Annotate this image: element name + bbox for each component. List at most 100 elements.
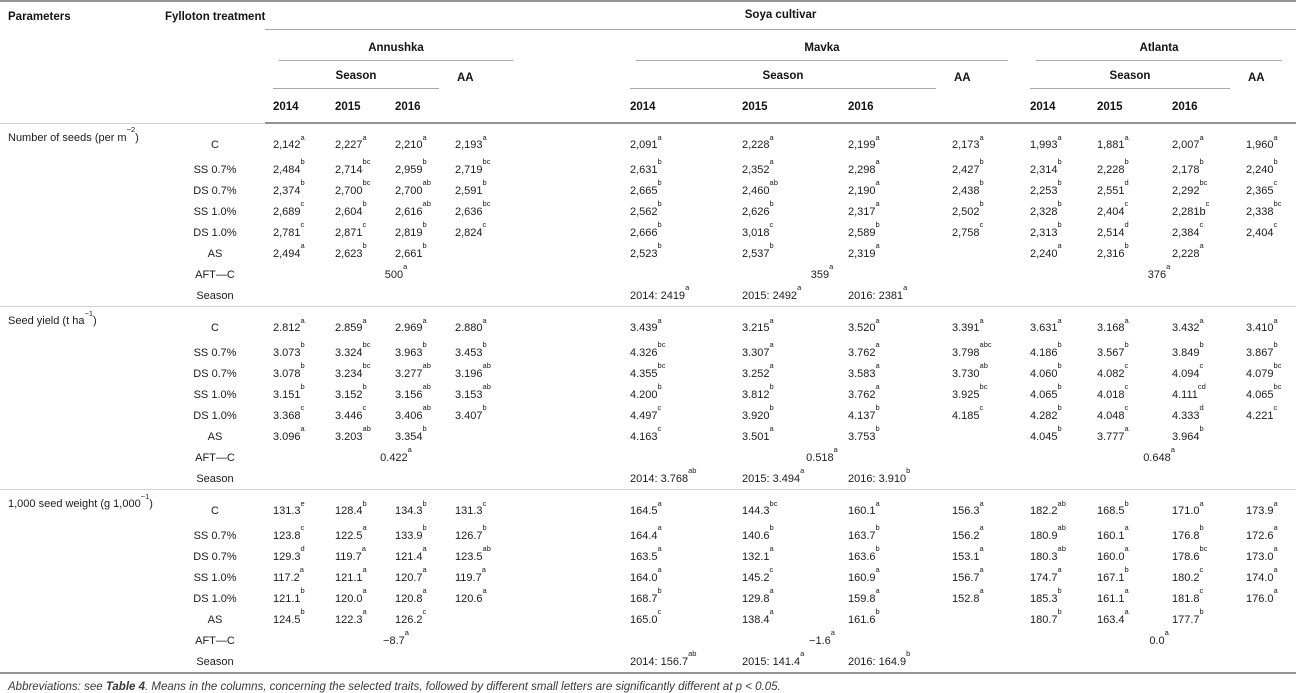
column-spacer [527, 588, 622, 609]
value-cell: 2,253b [1030, 178, 1062, 197]
value-cell: 159.8a [848, 586, 880, 605]
col-header-blank [447, 92, 527, 124]
table-row: AFT—C 500a 359a 376a [0, 263, 1296, 285]
table-row: SS 1.0% 3.151b 3.152b 3.156ab 3.153ab 4.200b 3… [0, 382, 1296, 405]
column-spacer [527, 405, 622, 426]
col-header-soya-cultivar: Soya cultivar [265, 1, 1296, 34]
column-spacer [527, 34, 622, 63]
col-header-blank [944, 92, 1022, 124]
column-spacer [527, 609, 622, 630]
value-cell: 153.1a [952, 544, 984, 563]
value-cell: 4.326bc [630, 340, 666, 359]
value-cell: 181.8c [1172, 586, 1204, 605]
value-cell: 2,292bc [1172, 178, 1208, 197]
value-cell: 122.3a [335, 607, 367, 626]
value-cell: 3.453b [455, 340, 487, 359]
value-cell: 2,616ab [395, 199, 431, 218]
value-cell: 177.7b [1172, 607, 1204, 626]
column-spacer [527, 651, 622, 673]
value-cell: 3.446c [335, 403, 367, 422]
value-cell: 144.3bc [734, 489, 840, 525]
col-header-year-2016: 2016 [387, 92, 447, 124]
value-cell: 2,374b [273, 178, 305, 197]
value-cell: 160.1a [1097, 523, 1129, 542]
value-cell: 4.221c [1246, 403, 1278, 422]
season-value-cell: 2016: 2381a [848, 283, 908, 302]
table-row: AFT—C −8.7a −1.6a 0.0a [0, 628, 1296, 651]
column-spacer [527, 447, 622, 468]
value-cell: 2,384c [1172, 220, 1204, 239]
value-cell: 163.6b [848, 544, 880, 563]
value-cell: 2,365c [1246, 178, 1278, 197]
column-spacer [527, 264, 622, 285]
parameter-label: 1,000 seed weight (g 1,000−1) [0, 489, 165, 673]
value-cell: 2.880a [447, 306, 527, 342]
value-cell: 124.5b [273, 607, 305, 626]
value-cell: 168.5b [1089, 489, 1164, 525]
empty-cell [447, 243, 527, 264]
value-cell: 3.096a [273, 424, 305, 443]
treatment-label: C [165, 306, 265, 342]
value-cell: 3.203ab [335, 424, 371, 443]
col-header-season: Season [1022, 63, 1238, 92]
value-cell: 3.753b [848, 424, 880, 443]
season-value-cell: 2014: 2419a [630, 283, 690, 302]
value-cell: 123.8c [273, 523, 305, 542]
table-row: DS 1.0% 3.368c 3.446c 3.406ab 3.407b 4.497c 3.… [0, 403, 1296, 426]
table-row: SS 0.7% 2,484b 2,714bc 2,959b 2,719bc 2,631b 2… [0, 157, 1296, 180]
treatment-label: C [165, 489, 265, 525]
value-cell: 2,523b [630, 241, 662, 260]
treatment-label: SS 1.0% [193, 205, 237, 218]
value-cell: 3.156ab [395, 382, 431, 401]
value-cell: 165.0c [630, 607, 662, 626]
value-cell: 119.7a [335, 544, 366, 563]
value-cell: 2,714bc [335, 157, 371, 176]
value-cell: 2,091a [622, 122, 734, 159]
value-cell: 172.6a [1246, 523, 1278, 542]
col-header-year-2014: 2014 [622, 92, 734, 124]
col-header-atlanta: Atlanta [1022, 34, 1296, 63]
value-cell: 2,537b [742, 241, 774, 260]
season-value-cell: 2014: 156.7ab [630, 649, 697, 668]
value-cell: 4.018c [1097, 382, 1129, 401]
value-cell: 3.078b [273, 361, 305, 380]
value-cell: 163.4a [1097, 607, 1129, 626]
column-spacer [527, 122, 622, 159]
column-spacer [527, 180, 622, 201]
value-cell: 129.3d [273, 544, 305, 563]
value-cell: 2,173a [944, 122, 1022, 159]
value-cell: 176.8b [1172, 523, 1204, 542]
value-cell: 121.4a [395, 544, 427, 563]
treatment-label: AS [207, 613, 223, 626]
value-cell: 4.045b [1030, 424, 1062, 443]
value-cell: 180.2c [1172, 565, 1204, 584]
empty-cell [265, 468, 527, 490]
value-cell: 4.282b [1030, 403, 1062, 422]
treatment-label: Season [196, 472, 234, 485]
season-value-cell: 2014: 3.768ab [630, 466, 697, 485]
empty-cell [265, 651, 527, 673]
value-cell: 171.0a [1164, 489, 1238, 525]
empty-cell [944, 243, 1022, 264]
col-header-aa: AA [954, 71, 971, 84]
col-header-aa: AA [1248, 71, 1265, 84]
col-header-fylloton-treatment: Fylloton treatment [165, 11, 266, 23]
value-cell: 2,623b [335, 241, 367, 260]
value-cell: 2,338bc [1246, 199, 1282, 218]
table-row: DS 1.0% 2,781c 2,871c 2,819b 2,824c 2,666b 3,0… [0, 220, 1296, 243]
column-spacer [527, 426, 622, 447]
footnote-text: Abbreviations: see [8, 681, 106, 693]
value-cell: 2,190a [848, 178, 880, 197]
value-cell: 4.079bc [1246, 361, 1282, 380]
empty-cell [447, 609, 527, 630]
value-cell: 2,604b [335, 199, 367, 218]
value-cell: 156.3a [944, 489, 1022, 525]
value-cell: 3.925bc [952, 382, 988, 401]
value-cell: 2,314b [1030, 157, 1062, 176]
col-header-season: Season [622, 63, 944, 92]
aft-value-cell: −8.7a [383, 628, 409, 647]
treatment-label: AFT—C [195, 451, 235, 464]
value-cell: 2.859a [327, 306, 387, 342]
column-spacer [527, 285, 622, 307]
